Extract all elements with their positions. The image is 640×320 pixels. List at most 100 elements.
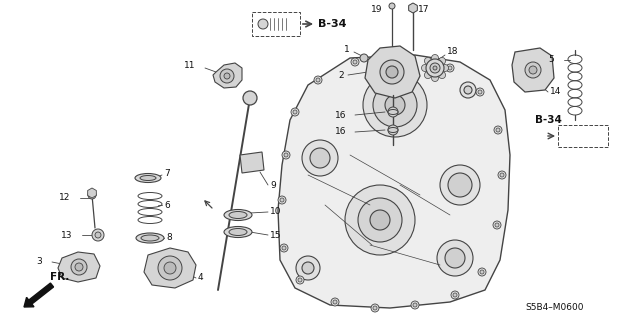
Circle shape [370,210,390,230]
Text: B-34: B-34 [534,115,561,125]
Circle shape [430,63,440,73]
Circle shape [373,83,417,127]
Circle shape [440,165,480,205]
Circle shape [282,151,290,159]
Ellipse shape [224,210,252,220]
Circle shape [478,90,482,94]
Circle shape [388,107,398,117]
Circle shape [406,56,410,60]
Circle shape [496,128,500,132]
Polygon shape [512,48,554,92]
Text: 18: 18 [447,47,458,57]
Text: 16: 16 [335,127,346,137]
Circle shape [360,54,368,62]
Circle shape [525,62,541,78]
Circle shape [314,76,322,84]
Circle shape [371,304,379,312]
Polygon shape [144,248,196,288]
Circle shape [422,65,429,71]
Circle shape [310,148,330,168]
Ellipse shape [229,228,247,236]
Circle shape [282,246,286,250]
Circle shape [351,58,359,66]
Text: 12: 12 [59,194,70,203]
Circle shape [431,54,438,61]
Circle shape [71,259,87,275]
Circle shape [386,66,398,78]
Circle shape [385,95,405,115]
Circle shape [358,198,402,242]
Circle shape [296,256,320,280]
Circle shape [498,171,506,179]
Circle shape [75,263,83,271]
Circle shape [500,173,504,177]
Text: 11: 11 [184,61,195,70]
Circle shape [446,64,454,72]
Circle shape [453,293,457,297]
Ellipse shape [140,175,156,180]
Circle shape [451,291,459,299]
Circle shape [438,57,445,64]
Circle shape [448,66,452,70]
Text: S5B4–M0600: S5B4–M0600 [525,303,584,313]
Circle shape [345,185,415,255]
Text: 2: 2 [338,70,344,79]
Circle shape [424,72,431,79]
Text: 13: 13 [61,230,72,239]
Circle shape [495,223,499,227]
Text: 3: 3 [36,258,42,267]
Circle shape [293,110,297,114]
Circle shape [411,301,419,309]
Circle shape [280,198,284,202]
Text: 10: 10 [270,207,282,217]
Circle shape [433,66,437,70]
Text: FR.: FR. [50,272,69,282]
Circle shape [280,244,288,252]
Circle shape [291,108,299,116]
Circle shape [302,262,314,274]
Circle shape [480,270,484,274]
Circle shape [298,278,302,282]
Ellipse shape [229,212,247,219]
Text: B-34: B-34 [318,19,346,29]
Polygon shape [240,152,264,173]
Text: 1: 1 [344,45,349,54]
Text: 9: 9 [270,180,276,189]
Text: 6: 6 [164,201,170,210]
Circle shape [448,173,472,197]
Circle shape [409,4,417,12]
Polygon shape [365,46,420,98]
Circle shape [95,232,101,238]
Circle shape [529,66,537,74]
FancyArrow shape [24,283,54,307]
Ellipse shape [136,233,164,243]
Circle shape [388,125,398,135]
Polygon shape [58,252,100,282]
Circle shape [164,262,176,274]
Circle shape [493,221,501,229]
Text: 7: 7 [164,170,170,179]
Circle shape [380,60,404,84]
Polygon shape [88,188,97,198]
Circle shape [373,306,377,310]
Circle shape [224,73,230,79]
Circle shape [316,78,320,82]
Circle shape [258,19,268,29]
Circle shape [442,65,449,71]
Text: 16: 16 [335,110,346,119]
Circle shape [220,69,234,83]
Polygon shape [409,3,417,13]
Circle shape [333,300,337,304]
Text: 4: 4 [198,274,204,283]
Ellipse shape [224,227,252,237]
Ellipse shape [388,127,398,132]
Circle shape [158,256,182,280]
Text: 5: 5 [548,55,554,65]
Circle shape [445,248,465,268]
Circle shape [438,72,445,79]
Text: 17: 17 [418,5,429,14]
Circle shape [243,91,257,105]
Circle shape [464,86,472,94]
Text: 8: 8 [166,234,172,243]
Circle shape [460,82,476,98]
